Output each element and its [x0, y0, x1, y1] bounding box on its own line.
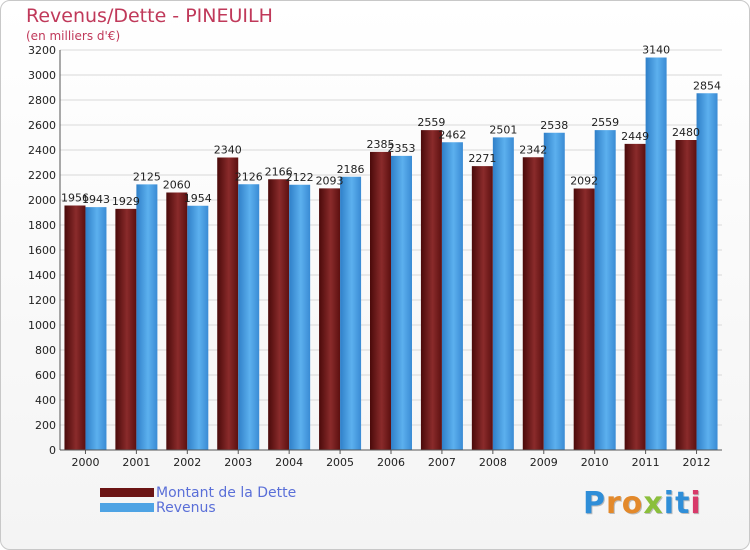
y-tick-label: 800: [35, 344, 56, 357]
value-label-dette: 2093: [316, 174, 344, 187]
bar-revenus: [543, 132, 565, 450]
bar-dette: [268, 179, 290, 450]
x-tick-label: 2007: [428, 456, 456, 469]
value-label-revenus: 2462: [438, 128, 466, 141]
bar-revenus: [391, 155, 412, 450]
y-tick-label: 2600: [28, 119, 56, 132]
value-label-revenus: 1954: [184, 192, 212, 205]
bar-revenus: [441, 142, 463, 450]
y-tick-label: 200: [35, 419, 56, 432]
bar-revenus: [289, 184, 311, 450]
y-tick-label: 1600: [28, 244, 56, 257]
y-tick-label: 1000: [28, 319, 56, 332]
y-tick-label: 1400: [28, 269, 56, 282]
value-label-revenus: 2186: [337, 163, 365, 176]
y-tick-label: 1800: [28, 219, 56, 232]
legend-swatch-dette: [100, 488, 154, 497]
bar-revenus: [187, 205, 209, 450]
value-label-dette: 2480: [672, 126, 700, 139]
bar-dette: [370, 151, 391, 450]
chart-subtitle: (en milliers d'€): [26, 29, 121, 43]
y-tick-label: 3000: [28, 69, 56, 82]
bar-dette: [573, 188, 595, 450]
x-axis: 2000 2001 2002 2003 2004 2005 2006 2007 2008 2009…: [60, 449, 722, 469]
y-axis: 0 200 400 600 800 1000 1200 1400 1600 1800 2000 220…: [28, 44, 61, 457]
value-label-revenus: 2501: [489, 123, 517, 136]
value-label-dette: 2060: [163, 179, 191, 192]
bar-revenus: [594, 130, 616, 450]
y-tick-label: 1200: [28, 294, 56, 307]
y-tick-label: 2800: [28, 94, 56, 107]
x-tick-label: 2008: [479, 456, 507, 469]
value-label-revenus: 3140: [642, 44, 670, 57]
x-tick-label: 2006: [377, 456, 405, 469]
chart-title: Revenus/Dette - PINEUILH: [26, 5, 273, 27]
x-tick-label: 2005: [326, 456, 354, 469]
x-tick-label: 2002: [173, 456, 201, 469]
value-label-revenus: 2126: [235, 170, 263, 183]
bar-revenus: [340, 176, 362, 450]
value-label-dette: 2271: [468, 152, 496, 165]
bar-dette: [166, 192, 188, 450]
x-tick-label: 2004: [275, 456, 303, 469]
y-tick-label: 2400: [28, 144, 56, 157]
bar-dette: [420, 130, 442, 450]
legend-label-dette: Montant de la Dette: [156, 484, 297, 501]
x-tick-label: 2000: [71, 456, 99, 469]
bar-dette: [522, 157, 544, 450]
y-tick-label: 0: [49, 444, 56, 457]
bar-dette: [624, 143, 646, 450]
x-tick-label: 2003: [224, 456, 252, 469]
y-tick-label: 3200: [28, 44, 56, 57]
y-tick-label: 600: [35, 369, 56, 382]
value-label-revenus: 2854: [693, 79, 721, 92]
y-tick-label: 2200: [28, 169, 56, 182]
x-tick-label: 2001: [122, 456, 150, 469]
value-label-dette: 1956: [61, 192, 89, 205]
value-label-revenus: 2353: [388, 142, 416, 155]
x-tick-label: 2009: [530, 456, 558, 469]
value-label-revenus: 1943: [82, 193, 110, 206]
value-label-dette: 2340: [214, 144, 242, 157]
value-label-dette: 2449: [621, 130, 649, 143]
bar-revenus: [492, 137, 514, 450]
legend-item-revenus: Revenus: [100, 499, 296, 516]
legend-swatch-revenus: [100, 503, 154, 512]
x-tick-label: 2010: [581, 456, 609, 469]
value-label-revenus: 2538: [540, 119, 568, 132]
bar-revenus: [136, 184, 158, 450]
value-label-dette: 2559: [417, 116, 445, 129]
bar-dette: [115, 208, 137, 450]
value-label-revenus: 2559: [591, 116, 619, 129]
y-tick-label: 400: [35, 394, 56, 407]
legend: Montant de la Dette Revenus: [100, 484, 297, 516]
value-label-dette: 2385: [367, 138, 395, 151]
value-label-revenus: 2125: [133, 170, 161, 183]
legend-label-revenus: Revenus: [156, 499, 216, 516]
bar-revenus: [696, 93, 718, 450]
bar-dette: [675, 140, 697, 450]
y-tick-label: 2000: [28, 194, 56, 207]
proxiti-logo: Proxiti: [583, 486, 702, 521]
value-label-revenus: 2122: [286, 171, 314, 184]
legend-item-dette: Montant de la Dette: [100, 484, 297, 501]
bar-dette: [217, 157, 239, 450]
bar-revenus: [645, 57, 667, 450]
bar-dette: [471, 166, 493, 450]
bar-revenus: [238, 184, 260, 450]
bars: [64, 57, 718, 450]
x-tick-label: 2011: [632, 456, 660, 469]
bar-dette: [319, 188, 341, 450]
value-label-dette: 1929: [112, 195, 140, 208]
value-label-dette: 2166: [265, 165, 293, 178]
x-tick-label: 2012: [683, 456, 711, 469]
bar-dette: [64, 205, 86, 450]
value-label-dette: 2092: [570, 175, 598, 188]
bar-revenus: [85, 207, 107, 450]
value-label-dette: 2342: [519, 143, 547, 156]
